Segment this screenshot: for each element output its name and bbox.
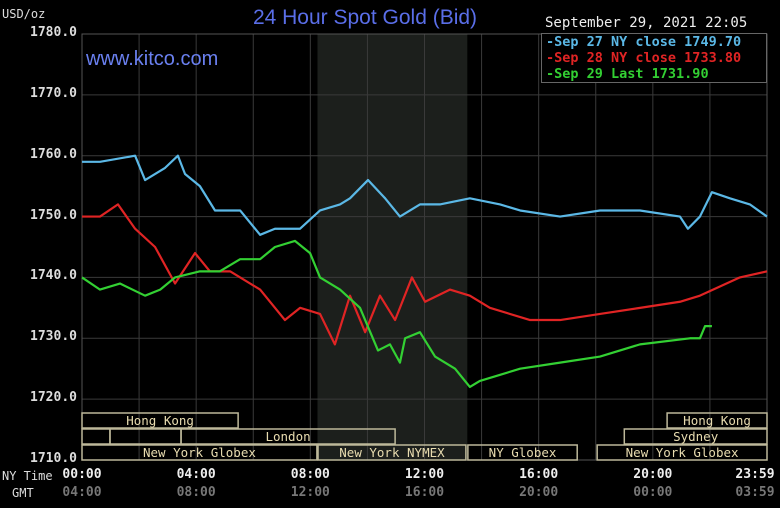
x-tick-ny: 00:00 (62, 467, 102, 482)
legend: -Sep 27 NY close 1749.70 -Sep 28 NY clos… (541, 33, 767, 83)
x-tick-ny: 20:00 (633, 467, 673, 482)
x-tick-ny: 04:00 (176, 467, 216, 482)
legend-item-sep28: -Sep 28 NY close 1733.80 (546, 50, 742, 66)
series-line-0 (82, 154, 768, 236)
x-tick-gmt: 08:00 (176, 485, 216, 500)
session-label: New York Globex (143, 445, 256, 460)
x-tick-gmt: 12:00 (290, 485, 330, 500)
session-box (623, 428, 768, 445)
session-label: New York Globex (626, 445, 739, 460)
x-tick-gmt: 03:59 (735, 485, 775, 500)
session-box (317, 444, 467, 461)
session-box (81, 412, 239, 429)
session-box (180, 428, 396, 445)
x-tick-ny: 08:00 (290, 467, 330, 482)
y-axis-unit: USD/oz (2, 7, 46, 21)
x-tick-gmt: 00:00 (633, 485, 673, 500)
ny-time-label: NY Time (2, 469, 53, 483)
kitco-watermark: www.kitco.com (86, 48, 219, 70)
y-tick-label: 1710.0 (30, 451, 77, 466)
series-line-2 (81, 239, 712, 389)
session-box (596, 444, 768, 461)
x-tick-ny: 23:59 (735, 467, 775, 482)
x-tick-gmt: 20:00 (519, 485, 559, 500)
y-tick-label: 1730.0 (30, 329, 77, 345)
session-label: New York NYMEX (339, 445, 445, 460)
y-tick-label: 1770.0 (30, 85, 77, 101)
session-label: London (265, 429, 310, 444)
session-box (81, 428, 111, 445)
session-label: NY Globex (489, 445, 557, 460)
session-label: Sydney (673, 429, 719, 444)
x-tick-gmt: 16:00 (404, 485, 445, 500)
session-label: Hong Kong (683, 413, 751, 428)
gmt-label: GMT (12, 486, 34, 500)
date-label: September 29, 2021 22:05 (545, 15, 748, 31)
y-tick-label: 1760.0 (30, 146, 77, 162)
x-tick-gmt: 04:00 (62, 485, 102, 500)
legend-item-sep27: -Sep 27 NY close 1749.70 (546, 34, 742, 50)
session-box (666, 412, 768, 429)
x-tick-ny: 12:00 (404, 467, 445, 482)
session-box (467, 444, 578, 461)
y-tick-label: 1720.0 (30, 390, 77, 406)
y-tick-label: 1750.0 (30, 207, 77, 223)
session-box (109, 428, 182, 445)
y-tick-label: 1740.0 (30, 268, 77, 284)
legend-item-sep29: -Sep 29 Last 1731.90 (546, 66, 709, 82)
session-label: Hong Kong (126, 413, 194, 428)
shaded-region (317, 34, 468, 460)
series-line-1 (82, 203, 768, 346)
y-tick-label: 1780.0 (30, 25, 77, 40)
x-tick-ny: 16:00 (519, 467, 559, 482)
chart-title: 24 Hour Spot Gold (Bid) (252, 6, 478, 29)
session-box (81, 444, 318, 461)
